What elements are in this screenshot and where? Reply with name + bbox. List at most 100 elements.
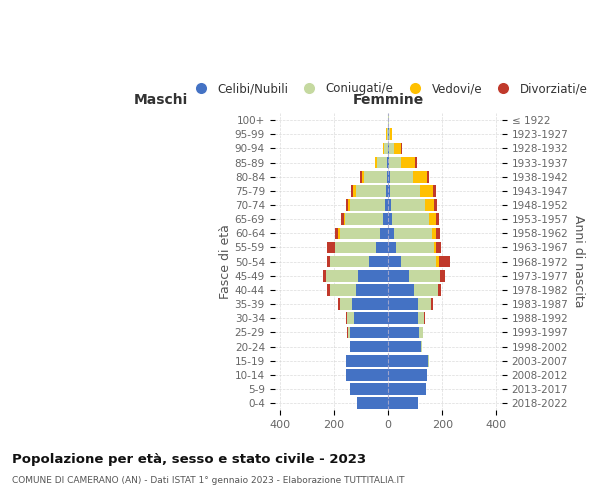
Bar xyxy=(338,298,340,310)
Bar xyxy=(357,398,388,409)
Bar xyxy=(415,156,416,168)
Bar xyxy=(376,242,388,254)
Bar xyxy=(388,369,427,380)
Bar xyxy=(438,284,441,296)
Bar xyxy=(383,142,385,154)
Bar xyxy=(385,142,388,154)
Bar xyxy=(388,256,401,268)
Bar xyxy=(396,242,434,254)
Bar xyxy=(351,185,353,196)
Bar xyxy=(389,156,401,168)
Bar xyxy=(385,199,388,211)
Bar xyxy=(388,326,419,338)
Bar xyxy=(436,228,440,239)
Bar xyxy=(388,398,418,409)
Bar xyxy=(413,171,427,182)
Bar xyxy=(340,298,352,310)
Text: COMUNE DI CAMERANO (AN) - Dati ISTAT 1° gennaio 2023 - Elaborazione TUTTITALIA.I: COMUNE DI CAMERANO (AN) - Dati ISTAT 1° … xyxy=(12,476,404,485)
Bar xyxy=(380,228,388,239)
Bar xyxy=(344,214,345,225)
Bar xyxy=(388,383,426,395)
Bar xyxy=(386,128,388,140)
Y-axis label: Fasce di età: Fasce di età xyxy=(219,224,232,299)
Bar xyxy=(335,228,338,239)
Bar xyxy=(352,298,388,310)
Bar xyxy=(386,185,388,196)
Bar xyxy=(424,312,425,324)
Bar xyxy=(388,185,391,196)
Bar xyxy=(389,128,390,140)
Bar xyxy=(418,312,424,324)
Bar xyxy=(434,242,436,254)
Bar xyxy=(427,171,430,182)
Bar xyxy=(338,228,340,239)
Bar xyxy=(362,171,364,182)
Bar xyxy=(346,199,348,211)
Bar xyxy=(388,156,389,168)
Bar xyxy=(401,156,415,168)
Bar xyxy=(350,199,385,211)
Bar xyxy=(330,256,370,268)
Bar xyxy=(439,256,450,268)
Bar xyxy=(394,228,432,239)
Bar xyxy=(388,341,421,352)
Bar xyxy=(364,171,386,182)
Bar xyxy=(388,242,396,254)
Bar xyxy=(388,312,418,324)
Bar xyxy=(370,256,388,268)
Bar xyxy=(348,199,350,211)
Bar xyxy=(440,270,445,281)
Bar xyxy=(361,171,362,182)
Bar xyxy=(436,242,441,254)
Bar xyxy=(335,242,376,254)
Bar xyxy=(350,341,388,352)
Bar xyxy=(409,270,440,281)
Bar xyxy=(388,214,392,225)
Bar xyxy=(346,312,347,324)
Bar xyxy=(328,284,330,296)
Bar xyxy=(419,326,424,338)
Bar xyxy=(431,298,433,310)
Bar xyxy=(389,171,413,182)
Bar xyxy=(341,214,344,225)
Bar xyxy=(388,228,394,239)
Bar xyxy=(350,326,388,338)
Bar xyxy=(387,156,388,168)
Bar xyxy=(346,369,388,380)
Bar xyxy=(353,185,356,196)
Bar xyxy=(350,383,388,395)
Bar xyxy=(420,185,433,196)
Bar xyxy=(347,326,348,338)
Bar xyxy=(433,185,436,196)
Bar xyxy=(428,214,436,225)
Bar xyxy=(391,185,420,196)
Bar xyxy=(383,214,388,225)
Bar xyxy=(389,142,394,154)
Bar xyxy=(436,214,439,225)
Bar xyxy=(434,199,437,211)
Bar xyxy=(326,270,358,281)
Text: Maschi: Maschi xyxy=(134,93,188,107)
Bar xyxy=(425,199,434,211)
Bar xyxy=(375,156,377,168)
Bar xyxy=(358,270,388,281)
Bar xyxy=(346,355,388,366)
Y-axis label: Anni di nascita: Anni di nascita xyxy=(572,216,585,308)
Bar xyxy=(377,156,387,168)
Bar xyxy=(432,228,436,239)
Bar xyxy=(388,270,409,281)
Bar xyxy=(388,171,389,182)
Bar xyxy=(390,128,392,140)
Text: Femmine: Femmine xyxy=(353,93,424,107)
Bar xyxy=(340,228,380,239)
Bar xyxy=(388,298,418,310)
Bar xyxy=(436,256,439,268)
Bar xyxy=(388,355,428,366)
Bar xyxy=(323,270,326,281)
Bar xyxy=(328,256,329,268)
Bar xyxy=(345,214,383,225)
Bar xyxy=(348,326,350,338)
Legend: Celibi/Nubili, Coniugati/e, Vedovi/e, Divorziati/e: Celibi/Nubili, Coniugati/e, Vedovi/e, Di… xyxy=(184,78,592,100)
Bar xyxy=(388,284,414,296)
Bar xyxy=(355,312,388,324)
